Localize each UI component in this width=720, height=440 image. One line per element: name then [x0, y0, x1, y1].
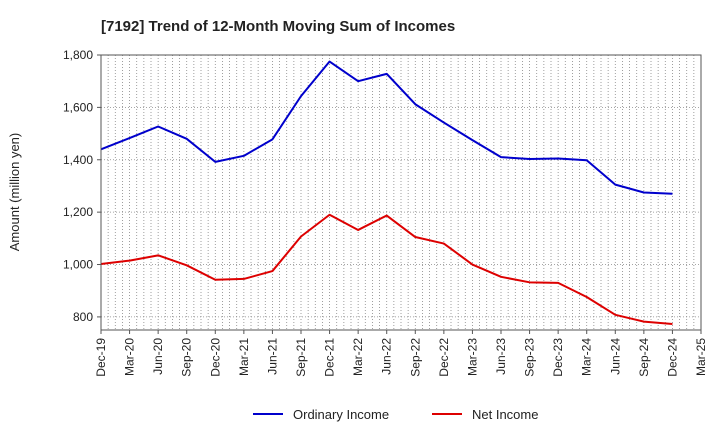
x-tick-label: Sep-21	[294, 338, 308, 377]
x-tick-label: Sep-24	[637, 338, 651, 377]
x-tick-label: Dec-22	[437, 338, 451, 377]
legend-label-ordinary-income: Ordinary Income	[293, 407, 389, 422]
x-tick-label: Jun-22	[380, 338, 394, 375]
x-tick-label: Dec-21	[323, 338, 337, 377]
x-tick-label: Jun-21	[265, 338, 279, 375]
x-tick-label: Mar-22	[351, 338, 365, 376]
legend-label-net-income: Net Income	[472, 407, 538, 422]
series-line-ordinary-income	[100, 60, 673, 195]
y-tick-label: 1,800	[63, 48, 93, 62]
x-tick-label: Dec-19	[94, 338, 108, 377]
x-tick-label: Dec-24	[665, 338, 679, 377]
y-tick-label: 1,200	[63, 205, 93, 219]
y-tick-label: 800	[73, 310, 93, 324]
y-tick-label: 1,600	[63, 100, 93, 114]
y-tick-label: 1,000	[63, 258, 93, 272]
plot-area	[101, 55, 701, 330]
x-tick-label: Mar-20	[123, 338, 137, 376]
x-tick-label: Sep-22	[408, 338, 422, 377]
x-tick-label: Sep-20	[180, 338, 194, 377]
x-tick-label: Mar-24	[580, 338, 594, 376]
x-tick-label: Mar-25	[694, 338, 708, 376]
series-line-net-income	[100, 213, 673, 325]
chart-title: [7192] Trend of 12-Month Moving Sum of I…	[101, 18, 455, 35]
x-tick-label: Mar-21	[237, 338, 251, 376]
x-tick-label: Jun-23	[494, 338, 508, 375]
x-tick-label: Mar-23	[465, 338, 479, 376]
plot-frame	[100, 54, 702, 331]
x-tick-label: Jun-20	[151, 338, 165, 375]
x-tick-label: Dec-23	[551, 338, 565, 377]
x-tick-label: Dec-20	[208, 338, 222, 377]
x-tick-label: Sep-23	[523, 338, 537, 377]
y-axis-label: Amount (million yen)	[7, 133, 22, 252]
y-tick-label: 1,400	[63, 153, 93, 167]
x-tick-label: Jun-24	[608, 338, 622, 375]
